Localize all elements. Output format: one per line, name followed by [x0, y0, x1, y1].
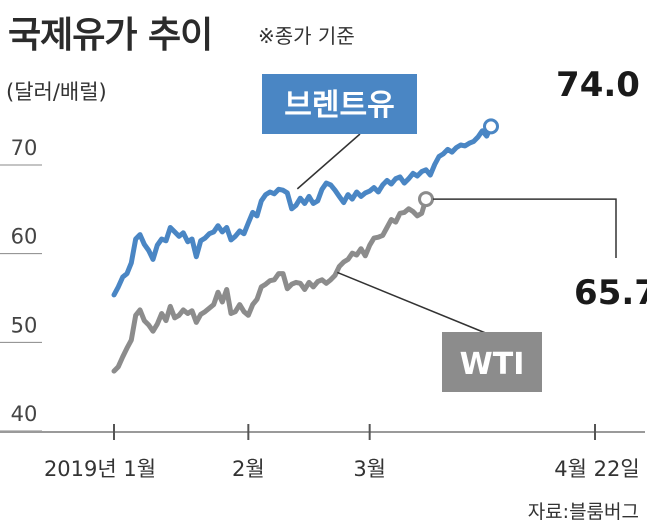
x-tick-label-3: 4월 22일: [554, 457, 639, 481]
x-tick-label-1: 2월: [232, 457, 265, 481]
wti-tag-label: WTI: [460, 347, 525, 382]
y-tick-label-60: 60: [11, 225, 38, 249]
brent-end-value: 74.0: [556, 65, 640, 105]
series-end-marker-1: [418, 191, 434, 208]
brent-tag-label: 브렌트유: [284, 88, 394, 123]
wti-end-leader: [433, 198, 617, 258]
series-line-0: [111, 123, 494, 298]
wti-end-value: 65.7: [574, 273, 647, 313]
series-end-marker-0: [483, 118, 499, 135]
y-axis-unit: (달러/배럴): [6, 80, 107, 104]
series-line-1: [111, 196, 429, 374]
x-tick-label-0: 2019년 1월: [44, 457, 156, 481]
y-tick-label-50: 50: [11, 313, 38, 337]
wti-leader-line: [337, 271, 489, 335]
y-tick-label-40: 40: [11, 402, 38, 426]
brent-leader-line: [296, 133, 361, 190]
source-note: 자료:블룸버그: [527, 501, 639, 523]
wti-tag-box: [442, 332, 542, 392]
chart-subtitle: ※종가 기준: [258, 24, 355, 48]
brent-tag-box: [262, 74, 417, 134]
y-tick-label-70: 70: [11, 136, 38, 160]
chart-title: 국제유가 추이: [8, 15, 213, 56]
x-tick-label-2: 3월: [353, 457, 386, 481]
